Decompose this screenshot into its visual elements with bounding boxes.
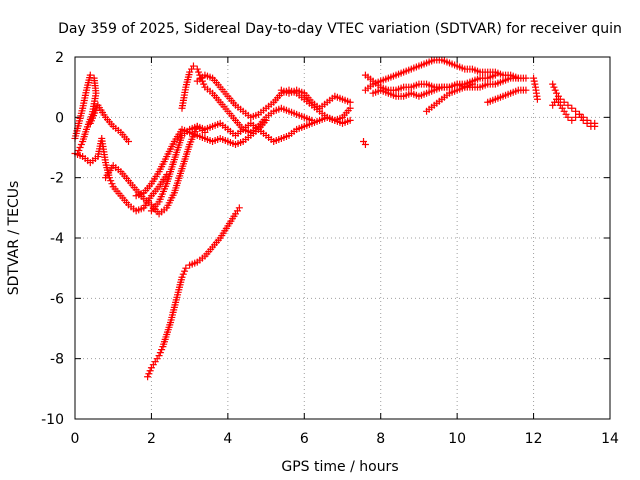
y-tick-label: -6 <box>50 291 64 307</box>
data-point <box>235 204 243 212</box>
data-point-interp <box>179 270 187 278</box>
data-point-interp <box>551 86 559 94</box>
y-tick-label: 2 <box>55 50 64 66</box>
data-point <box>579 116 587 124</box>
data-point-interp <box>108 180 116 188</box>
x-axis-label: GPS time / hours <box>281 459 398 475</box>
data-point-interp <box>145 370 153 378</box>
data-point <box>568 116 576 124</box>
data-point <box>564 101 572 109</box>
plot-frame <box>74 56 611 420</box>
data-point <box>591 119 599 127</box>
data-point-interp <box>200 80 208 88</box>
data-point-interp <box>76 144 84 151</box>
gridlines <box>75 57 610 419</box>
data-point <box>86 71 94 79</box>
data-point <box>583 119 591 127</box>
y-tick-label: 0 <box>55 110 64 126</box>
data-point <box>491 71 499 79</box>
data-point-interp <box>107 177 115 185</box>
x-tick-label: 8 <box>376 431 385 447</box>
data-point <box>522 74 530 82</box>
y-tick-label: -8 <box>50 352 64 368</box>
data-point <box>564 113 572 121</box>
data-point <box>514 74 522 82</box>
data-points <box>71 56 599 381</box>
data-point <box>178 273 186 281</box>
data-point <box>522 86 530 94</box>
data-point <box>533 95 541 103</box>
data-point <box>125 137 132 145</box>
data-point <box>346 116 354 124</box>
data-point <box>361 140 369 148</box>
y-axis-label: SDTVAR / TECUs <box>6 181 22 296</box>
x-tick-label: 10 <box>448 431 466 447</box>
data-point-interp <box>531 80 539 88</box>
data-point <box>193 65 201 73</box>
data-point-interp <box>530 77 538 85</box>
data-point <box>79 137 87 145</box>
x-tick-label: 6 <box>300 431 309 447</box>
data-point <box>155 352 163 360</box>
data-point <box>346 104 354 112</box>
x-tick-label: 2 <box>147 431 156 447</box>
data-point-interp <box>181 267 189 275</box>
data-point <box>346 98 354 106</box>
data-point <box>587 122 595 130</box>
x-tick-label: 4 <box>223 431 232 447</box>
data-point <box>530 74 538 82</box>
y-tick-label: -2 <box>50 171 64 187</box>
data-point <box>197 74 205 82</box>
data-point <box>568 104 576 112</box>
data-point-interp <box>550 83 558 91</box>
x-tick-label: 14 <box>601 431 619 447</box>
data-point <box>468 80 476 88</box>
data-point <box>549 80 557 88</box>
data-point <box>572 107 580 115</box>
x-tick-label: 12 <box>525 431 543 447</box>
chart-title: Day 359 of 2025, Sidereal Day-to-day VTE… <box>58 21 622 37</box>
x-tick-label: 0 <box>71 431 80 447</box>
data-point <box>308 116 316 124</box>
data-point <box>75 147 83 155</box>
data-point-interp <box>195 68 203 76</box>
y-tick-label: -10 <box>41 412 64 428</box>
data-point <box>144 373 152 381</box>
data-point <box>182 264 190 272</box>
data-point-interp <box>77 140 85 148</box>
axis-ticks: 0 2 4 6 8 10 12 14 -10 -8 -6 -4 -2 0 2 <box>41 50 619 447</box>
y-tick-label: -4 <box>50 231 64 247</box>
data-point-interp <box>146 367 154 375</box>
data-point-interp <box>158 346 166 354</box>
data-point-interp <box>156 349 164 357</box>
data-point <box>189 62 197 70</box>
